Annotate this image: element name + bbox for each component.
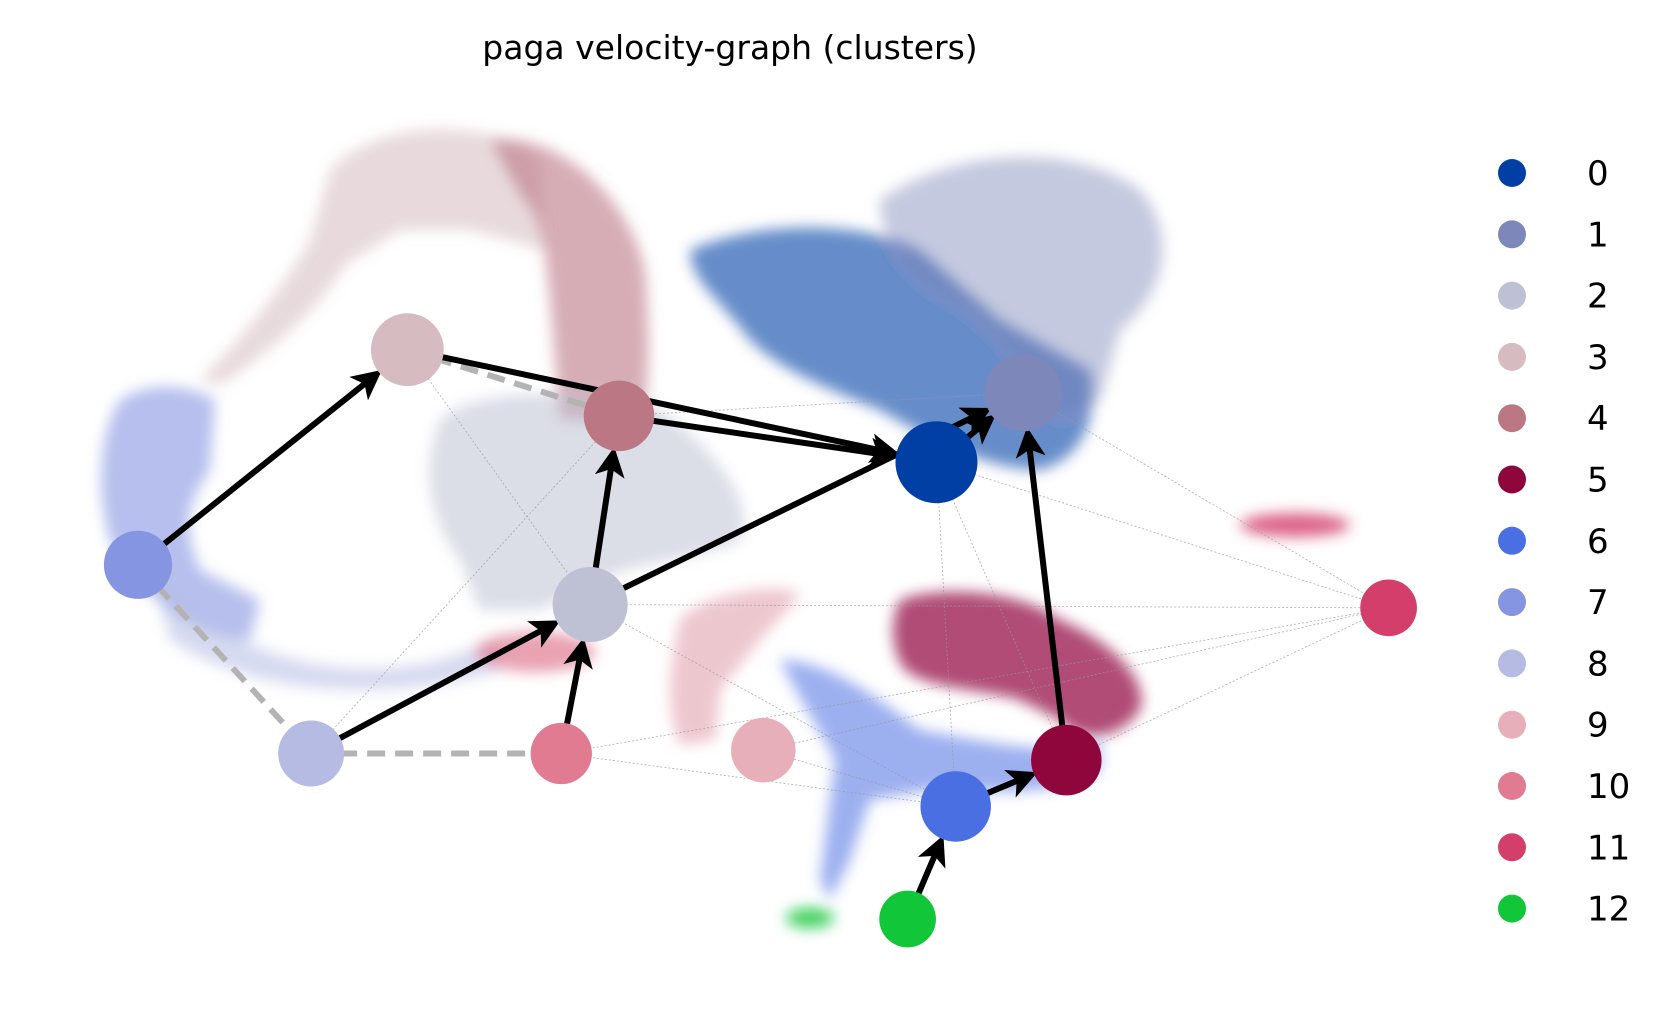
cluster-node-0 <box>895 421 978 504</box>
chart-title: paga velocity-graph (clusters) <box>482 28 977 67</box>
legend-marker-0 <box>1498 159 1526 187</box>
legend-marker-4 <box>1498 404 1526 433</box>
arrow-edge-5-1 <box>1015 427 1069 757</box>
faint-edge-4-1 <box>618 392 1024 417</box>
cluster-node-10 <box>530 722 592 785</box>
legend-label-7: 7 <box>1587 583 1609 623</box>
cells-cluster-3 <box>200 129 545 385</box>
dashed-edge-7-8 <box>135 562 314 756</box>
faint-edge-9-11 <box>763 607 1389 751</box>
faint-edge-1-11 <box>1022 392 1389 609</box>
directed-edges-layer <box>139 347 1069 917</box>
dashed-edge-3-4 <box>406 346 620 419</box>
faint-edge-2-6 <box>589 604 956 807</box>
legend-marker-3 <box>1498 342 1526 371</box>
cluster-node-4 <box>583 380 655 452</box>
cluster-node-3 <box>370 313 444 387</box>
cluster-node-7 <box>103 530 173 599</box>
legend-label-3: 3 <box>1587 338 1609 378</box>
cells-cluster-2 <box>429 394 744 610</box>
dashed-edges-layer <box>135 346 620 757</box>
arrow-edge-3-0 <box>410 347 901 463</box>
cluster-node-5 <box>1031 724 1102 796</box>
legend-label-0: 0 <box>1587 154 1609 194</box>
legend-label-2: 2 <box>1587 277 1609 317</box>
legend-label-4: 4 <box>1587 399 1609 439</box>
cluster-node-11 <box>1360 579 1417 637</box>
legend-label-9: 9 <box>1587 706 1609 746</box>
legend-marker-11 <box>1498 833 1526 862</box>
legend-marker-2 <box>1498 281 1526 310</box>
legend-marker-10 <box>1498 772 1526 800</box>
faint-edge-5-11 <box>1066 607 1389 761</box>
arrow-edge-8-2 <box>313 620 561 755</box>
cells-cluster-12 <box>786 908 834 928</box>
legend-label-8: 8 <box>1587 644 1609 684</box>
arrow-edge-7-3 <box>139 369 383 565</box>
cells-cluster-1 <box>880 157 1163 421</box>
faint-edge-2-11 <box>590 604 1389 609</box>
legend-marker-7 <box>1498 588 1526 617</box>
legend-label-5: 5 <box>1587 461 1609 501</box>
cluster-node-12 <box>879 890 936 948</box>
cluster-node-8 <box>278 720 345 787</box>
faint-edge-0-11 <box>936 461 1389 609</box>
legend-label-6: 6 <box>1587 522 1609 562</box>
legend-label-12: 12 <box>1587 890 1630 930</box>
cluster-node-9 <box>731 717 796 783</box>
faint-edge-10-11 <box>561 607 1389 754</box>
cells-cluster-11 <box>1240 513 1350 537</box>
legend-label-11: 11 <box>1587 828 1630 868</box>
cells-cluster-4 <box>490 139 649 420</box>
faint-edges-layer <box>310 349 1389 807</box>
arrow-edge-4-0 <box>622 413 900 468</box>
legend-marker-6 <box>1498 526 1526 555</box>
cells-cluster-8 <box>150 560 500 690</box>
cluster-nodes-layer <box>103 313 1417 948</box>
cells-cluster-9 <box>670 589 800 745</box>
cell-embedding-background <box>101 129 1350 928</box>
legend-marker-12 <box>1498 894 1526 923</box>
faint-edge-9-6 <box>763 749 956 807</box>
legend-label-10: 10 <box>1587 767 1630 807</box>
faint-edge-8-4 <box>310 415 620 754</box>
legend-label-1: 1 <box>1587 215 1609 255</box>
cluster-node-6 <box>920 771 991 842</box>
cluster-node-2 <box>552 567 628 643</box>
faint-edge-0-6 <box>936 462 957 807</box>
faint-edge-3-2 <box>407 349 591 605</box>
legend-marker-1 <box>1498 220 1526 249</box>
legend-marker-9 <box>1498 710 1526 739</box>
legend-marker-5 <box>1498 465 1526 494</box>
cells-cluster-5 <box>893 591 1142 737</box>
legend-marker-8 <box>1498 649 1526 678</box>
cluster-node-1 <box>984 354 1062 432</box>
